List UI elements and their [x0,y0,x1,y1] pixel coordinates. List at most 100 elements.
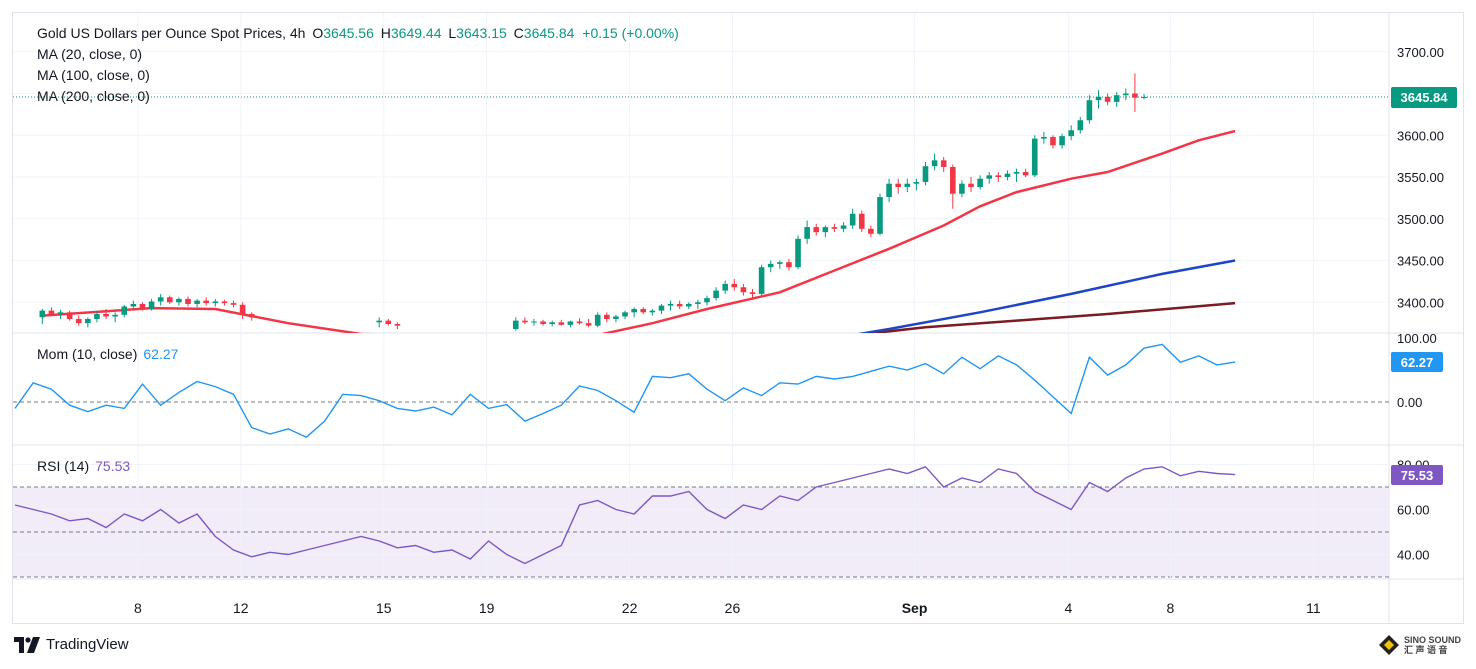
chart-svg[interactable]: 3400.003450.003500.003550.003600.003650.… [13,13,1463,623]
candle-body [658,305,665,311]
candle-body [385,320,392,324]
price-tick-label: 3450.00 [1397,254,1444,269]
ma20-line [42,129,1236,333]
candle-body [767,263,774,268]
candle-body [676,303,683,307]
candle-body [148,301,155,309]
candle-body [1141,97,1147,98]
rsi-tick-label: 40.00 [1397,548,1430,563]
ma100-legend[interactable]: MA (100, close, 0) [37,67,150,83]
grid-layer [13,13,1389,579]
candle-body [1013,172,1020,174]
candle-body [649,310,656,313]
candle-body [886,183,892,198]
candle-body [877,197,883,234]
time-tick-label: 12 [233,600,249,616]
ma20-legend[interactable]: MA (20, close, 0) [37,46,143,62]
candle-body [48,310,55,314]
candle-body [695,302,701,304]
momentum-line [14,343,1236,439]
candle-body [185,298,191,304]
ma200-legend[interactable]: MA (200, close, 0) [37,88,150,104]
tradingview-logo[interactable]: TradingView [14,636,129,653]
candle-body [1077,120,1084,131]
price-tick-label: 3600.00 [1397,128,1444,143]
candle-body [239,304,246,314]
candle-body [66,312,73,319]
candle-body [713,290,719,299]
time-tick-label: 8 [1167,600,1175,616]
time-tick-label: Sep [902,600,928,616]
candle-body [1123,93,1129,96]
mom-legend[interactable]: Mom (10, close) 62.27 [37,346,178,362]
close-value: 3645.84 [523,25,575,41]
axis-labels: 3400.003450.003500.003550.003600.003650.… [134,45,1444,616]
candle-body [212,301,219,304]
candle-body [722,283,728,291]
candle-body [858,213,865,229]
candle-body [1050,136,1056,146]
candle-body [531,321,537,323]
mom-tick-label: 0.00 [1397,395,1422,410]
candle-body [749,292,756,294]
candle-body [1132,93,1138,98]
rsi-badge-text: 75.53 [1401,468,1434,483]
moving-averages [42,129,1236,333]
time-tick-label: 15 [376,600,392,616]
candle-body [813,227,820,233]
candle-body [112,314,118,317]
candle-body [640,308,647,313]
candle-body [39,310,46,318]
low-label: L [448,25,457,41]
candle-body [549,322,555,324]
candle-body [248,313,255,318]
symbol-title[interactable]: Gold US Dollars per Ounce Spot Prices, 4… [37,25,306,41]
rsi-tick-label: 60.00 [1397,503,1430,518]
candle-body [831,227,838,229]
mom-value: 62.27 [143,346,179,362]
candle-body [567,321,574,325]
candle-body [1086,100,1093,121]
candle-body [795,238,801,268]
candle-body [1104,96,1111,102]
candle-body [230,303,237,305]
high-label: H [380,25,391,41]
price-tick-label: 3500.00 [1397,212,1444,227]
candle-body [130,303,137,307]
candle-body [512,320,519,329]
candle-body [950,167,956,194]
candle-body [103,313,109,317]
rsi-legend[interactable]: RSI (14) 75.53 [37,458,130,474]
sino-sound-logo-icon [1379,635,1399,655]
candle-body [166,297,173,303]
candle-body [394,323,401,326]
candle-body [157,297,164,302]
ohlc-legend: Gold US Dollars per Ounce Spot Prices, 4… [37,25,679,41]
candle-body [585,323,592,326]
candle-body [1059,136,1065,146]
candle-body [176,298,182,303]
change-value: +0.15 (+0.00%) [582,25,679,41]
candle-body [1022,172,1029,176]
tradingview-logo-icon [14,636,40,653]
time-tick-label: 11 [1306,600,1321,616]
time-tick-label: 22 [622,600,638,616]
candle-body [940,160,947,168]
time-tick-label: 26 [725,600,741,616]
candle-body [631,308,637,313]
candle-body [85,318,91,324]
rsi-label: RSI (14) [37,458,90,474]
candle-body [139,303,146,309]
mom-badge: 62.27 [1391,352,1443,372]
candle-body [840,225,847,229]
candle-body [904,183,911,188]
candle-body [194,300,200,304]
candle-body [540,321,546,324]
open-label: O [312,25,324,41]
candle-body [740,287,747,293]
rsi-series [14,465,1236,565]
candle-body [977,178,983,188]
rsi-badge: 75.53 [1391,465,1443,485]
candle-body [1113,95,1120,102]
candle-body [94,313,100,319]
